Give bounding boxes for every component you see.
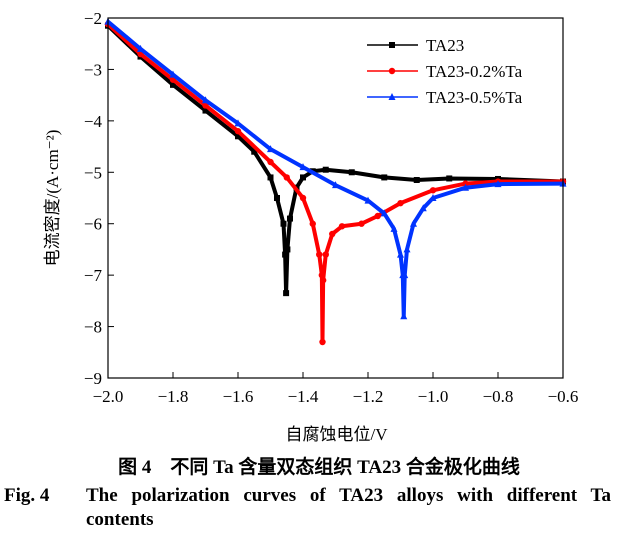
data-point — [287, 215, 293, 222]
data-point — [280, 220, 287, 227]
caption-chinese: 图 4 不同 Ta 含量双态组织 TA23 合金极化曲线 — [118, 457, 520, 478]
caption-text: The polarization curves of TA23 alloys w… — [86, 485, 611, 530]
polarization-chart: −2.0 −1.8 −1.6 −1.4 −1.2 −1.0 −0.8 −0.6 −2 −3 −4 −5… — [43, 9, 579, 406]
legend: TA23 TA23-0.2%Ta TA23-0.5%Ta — [367, 36, 523, 107]
y-tick-label: −6 — [84, 215, 102, 234]
data-point — [300, 174, 306, 181]
data-point — [374, 212, 381, 220]
data-point — [234, 127, 242, 135]
y-tick-label: −3 — [84, 60, 102, 79]
data-point — [400, 312, 408, 320]
data-point — [364, 196, 372, 204]
data-point — [234, 119, 242, 127]
x-tick-label: −2.0 — [93, 387, 124, 406]
data-point — [202, 107, 209, 114]
data-point — [309, 220, 316, 227]
data-point — [413, 177, 420, 183]
data-point — [267, 145, 274, 153]
data-point — [446, 175, 453, 182]
data-point — [251, 148, 258, 155]
legend-marker — [388, 93, 396, 100]
x-tick-label: −1.2 — [353, 387, 384, 406]
data-point — [410, 219, 417, 227]
data-point — [202, 96, 209, 104]
data-point — [282, 251, 289, 258]
data-point — [322, 166, 329, 173]
data-point — [403, 245, 411, 253]
legend-marker — [388, 67, 396, 75]
legend-label: TA23 — [426, 36, 464, 55]
data-point — [390, 224, 398, 232]
data-point — [284, 246, 291, 253]
data-point — [274, 195, 280, 201]
data-point — [283, 290, 290, 297]
data-point — [429, 187, 437, 194]
data-point — [462, 180, 469, 187]
legend-label: TA23-0.5%Ta — [426, 88, 523, 107]
x-tick-label: −0.8 — [483, 387, 514, 406]
y-tick-label: −4 — [84, 112, 103, 131]
caption-figure-label: Fig. 4 — [4, 485, 50, 506]
data-point — [338, 223, 346, 230]
data-point — [397, 199, 404, 207]
data-point — [397, 250, 404, 258]
x-axis-label: 自腐蚀电位/V — [285, 425, 388, 444]
y-tick-label: −7 — [84, 266, 103, 285]
data-point — [319, 277, 327, 284]
data-point — [316, 251, 323, 258]
legend-label: TA23-0.2%Ta — [426, 62, 523, 81]
data-point — [358, 220, 365, 227]
data-point — [462, 183, 469, 191]
data-point — [332, 181, 339, 189]
data-point — [329, 230, 336, 238]
data-point — [170, 81, 176, 88]
y-axis-label: 电流密度/(A·cm⁻²) — [43, 130, 62, 267]
caption-english: Fig. 4 The polarization curves of TA23 al… — [0, 484, 618, 532]
data-point — [401, 271, 409, 279]
data-point — [267, 158, 274, 166]
data-point — [169, 70, 177, 78]
x-tick-label: −1.6 — [223, 387, 254, 406]
y-tick-label: −8 — [84, 318, 102, 337]
data-point — [429, 194, 437, 201]
data-point — [235, 133, 241, 140]
legend-entry: TA23-0.2%Ta — [367, 62, 523, 81]
data-point — [494, 180, 502, 188]
data-point — [283, 174, 290, 181]
legend-entry: TA23-0.5%Ta — [367, 88, 523, 107]
x-tick-label: −1.0 — [418, 387, 449, 406]
data-point — [322, 251, 329, 258]
data-point — [267, 174, 274, 181]
data-point — [137, 44, 144, 52]
data-point — [319, 338, 326, 346]
legend-entry: TA23 — [367, 36, 464, 55]
data-point — [419, 204, 427, 212]
x-tick-label: −0.6 — [548, 387, 579, 406]
x-tick-label: −1.4 — [288, 387, 319, 406]
data-point — [299, 163, 307, 171]
y-tick-label: −2 — [84, 9, 102, 28]
data-point — [381, 174, 388, 181]
data-point — [380, 209, 388, 217]
y-tick-label: −5 — [84, 163, 102, 182]
data-point — [348, 169, 355, 176]
x-tick-label: −1.8 — [158, 387, 189, 406]
plot-frame — [107, 17, 564, 379]
legend-marker — [389, 42, 395, 48]
data-point — [299, 194, 307, 202]
series-line — [106, 20, 564, 319]
data-point — [318, 271, 326, 279]
y-tick-label: −9 — [84, 369, 102, 388]
